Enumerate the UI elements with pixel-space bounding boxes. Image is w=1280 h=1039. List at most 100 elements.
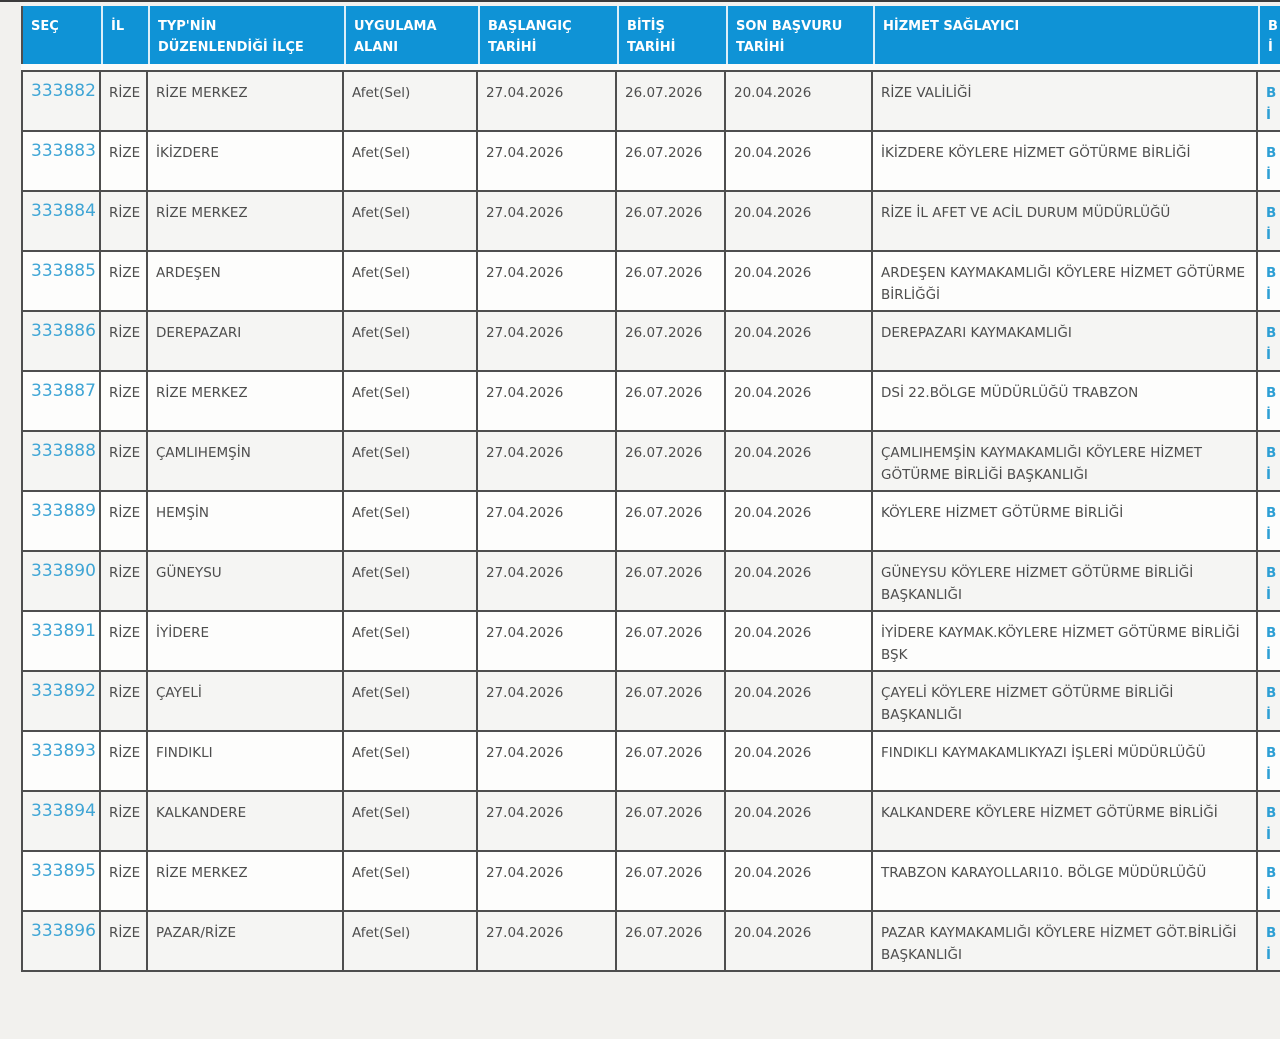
- program-id-link[interactable]: 333890: [31, 561, 96, 581]
- program-id-link[interactable]: 333893: [31, 741, 96, 761]
- islem-link-clipped[interactable]: B İ: [1266, 265, 1277, 303]
- islem-link-clipped[interactable]: B İ: [1266, 805, 1277, 843]
- cell-ilce: İKİZDERE: [148, 132, 344, 192]
- cell-ilce: ÇAMLIHEMŞİN: [148, 432, 344, 492]
- cell-islem-clipped: B İ: [1258, 312, 1280, 372]
- program-id-link[interactable]: 333892: [31, 681, 96, 701]
- table-row: 333885 RİZE ARDEŞEN Afet(Sel) 27.04.2026…: [21, 252, 1280, 312]
- cell-il: RİZE: [101, 552, 148, 612]
- cell-sec: 333883: [21, 132, 101, 192]
- table-row: 333887 RİZE RİZE MERKEZ Afet(Sel) 27.04.…: [21, 372, 1280, 432]
- cell-baslangic-tarihi: 27.04.2026: [478, 492, 617, 552]
- islem-link-clipped[interactable]: B İ: [1266, 445, 1277, 483]
- cell-baslangic-tarihi: 27.04.2026: [478, 312, 617, 372]
- cell-son-basvuru-tarihi: 20.04.2026: [726, 132, 873, 192]
- islem-link-clipped[interactable]: B İ: [1266, 685, 1277, 723]
- islem-link-clipped[interactable]: B İ: [1266, 505, 1277, 543]
- program-id-link[interactable]: 333888: [31, 441, 96, 461]
- cell-islem-clipped: B İ: [1258, 132, 1280, 192]
- islem-link-clipped[interactable]: B İ: [1266, 145, 1277, 183]
- islem-link-clipped[interactable]: B İ: [1266, 745, 1277, 783]
- cell-ilce: ARDEŞEN: [148, 252, 344, 312]
- cell-uygulama-alani: Afet(Sel): [344, 732, 478, 792]
- cell-il: RİZE: [101, 70, 148, 132]
- islem-link-clipped[interactable]: B İ: [1266, 385, 1277, 423]
- header-sec: SEÇ: [21, 6, 101, 64]
- cell-islem-clipped: B İ: [1258, 70, 1280, 132]
- cell-islem-clipped: B İ: [1258, 252, 1280, 312]
- islem-link-clipped[interactable]: B İ: [1266, 565, 1277, 603]
- cell-hizmet-saglayici: ARDEŞEN KAYMAKAMLIĞI KÖYLERE HİZMET GÖTÜ…: [873, 252, 1258, 312]
- program-id-link[interactable]: 333887: [31, 381, 96, 401]
- cell-islem-clipped: B İ: [1258, 492, 1280, 552]
- program-id-link[interactable]: 333889: [31, 501, 96, 521]
- table-row: 333884 RİZE RİZE MERKEZ Afet(Sel) 27.04.…: [21, 192, 1280, 252]
- program-id-link[interactable]: 333891: [31, 621, 96, 641]
- cell-ilce: RİZE MERKEZ: [148, 852, 344, 912]
- cell-son-basvuru-tarihi: 20.04.2026: [726, 192, 873, 252]
- cell-ilce: RİZE MERKEZ: [148, 372, 344, 432]
- table-row: 333883 RİZE İKİZDERE Afet(Sel) 27.04.202…: [21, 132, 1280, 192]
- cell-hizmet-saglayici: İKİZDERE KÖYLERE HİZMET GÖTÜRME BİRLİĞİ: [873, 132, 1258, 192]
- cell-baslangic-tarihi: 27.04.2026: [478, 852, 617, 912]
- cell-islem-clipped: B İ: [1258, 372, 1280, 432]
- program-id-link[interactable]: 333883: [31, 141, 96, 161]
- header-bitis-tarihi: BİTİŞ TARİHİ: [617, 6, 726, 64]
- cell-uygulama-alani: Afet(Sel): [344, 432, 478, 492]
- islem-link-clipped[interactable]: B İ: [1266, 85, 1277, 123]
- cell-islem-clipped: B İ: [1258, 192, 1280, 252]
- islem-link-clipped[interactable]: B İ: [1266, 205, 1277, 243]
- cell-bitis-tarihi: 26.07.2026: [617, 132, 726, 192]
- cell-uygulama-alani: Afet(Sel): [344, 492, 478, 552]
- header-il: İL: [101, 6, 148, 64]
- program-id-link[interactable]: 333896: [31, 921, 96, 941]
- cell-son-basvuru-tarihi: 20.04.2026: [726, 552, 873, 612]
- cell-islem-clipped: B İ: [1258, 432, 1280, 492]
- program-id-link[interactable]: 333894: [31, 801, 96, 821]
- islem-link-clipped[interactable]: B İ: [1266, 325, 1277, 363]
- cell-islem-clipped: B İ: [1258, 792, 1280, 852]
- cell-hizmet-saglayici: RİZE İL AFET VE ACİL DURUM MÜDÜRLÜĞÜ: [873, 192, 1258, 252]
- cell-il: RİZE: [101, 792, 148, 852]
- cell-il: RİZE: [101, 732, 148, 792]
- cell-son-basvuru-tarihi: 20.04.2026: [726, 70, 873, 132]
- islem-link-clipped[interactable]: B İ: [1266, 925, 1277, 963]
- cell-baslangic-tarihi: 27.04.2026: [478, 612, 617, 672]
- cell-son-basvuru-tarihi: 20.04.2026: [726, 912, 873, 972]
- header-son-basvuru-tarihi: SON BAŞVURU TARİHİ: [726, 6, 873, 64]
- cell-sec: 333889: [21, 492, 101, 552]
- cell-il: RİZE: [101, 492, 148, 552]
- cell-islem-clipped: B İ: [1258, 852, 1280, 912]
- table-row: 333889 RİZE HEMŞİN Afet(Sel) 27.04.2026 …: [21, 492, 1280, 552]
- table-row: 333890 RİZE GÜNEYSU Afet(Sel) 27.04.2026…: [21, 552, 1280, 612]
- cell-baslangic-tarihi: 27.04.2026: [478, 552, 617, 612]
- cell-sec: 333896: [21, 912, 101, 972]
- cell-hizmet-saglayici: DEREPAZARI KAYMAKAMLIĞI: [873, 312, 1258, 372]
- cell-sec: 333893: [21, 732, 101, 792]
- cell-uygulama-alani: Afet(Sel): [344, 70, 478, 132]
- islem-link-clipped[interactable]: B İ: [1266, 625, 1277, 663]
- cell-sec: 333890: [21, 552, 101, 612]
- cell-hizmet-saglayici: PAZAR KAYMAKAMLIĞI KÖYLERE HİZMET GÖT.Bİ…: [873, 912, 1258, 972]
- cell-ilce: GÜNEYSU: [148, 552, 344, 612]
- islem-link-clipped[interactable]: B İ: [1266, 865, 1277, 903]
- cell-uygulama-alani: Afet(Sel): [344, 792, 478, 852]
- cell-bitis-tarihi: 26.07.2026: [617, 672, 726, 732]
- cell-baslangic-tarihi: 27.04.2026: [478, 792, 617, 852]
- cell-son-basvuru-tarihi: 20.04.2026: [726, 852, 873, 912]
- cell-baslangic-tarihi: 27.04.2026: [478, 70, 617, 132]
- cell-uygulama-alani: Afet(Sel): [344, 672, 478, 732]
- program-id-link[interactable]: 333882: [31, 81, 96, 101]
- cell-son-basvuru-tarihi: 20.04.2026: [726, 732, 873, 792]
- header-ilce: TYP'NİN DÜZENLENDİĞİ İLÇE: [148, 6, 344, 64]
- program-id-link[interactable]: 333885: [31, 261, 96, 281]
- program-id-link[interactable]: 333884: [31, 201, 96, 221]
- program-id-link[interactable]: 333895: [31, 861, 96, 881]
- cell-son-basvuru-tarihi: 20.04.2026: [726, 612, 873, 672]
- program-id-link[interactable]: 333886: [31, 321, 96, 341]
- cell-ilce: HEMŞİN: [148, 492, 344, 552]
- table-row: 333896 RİZE PAZAR/RİZE Afet(Sel) 27.04.2…: [21, 912, 1280, 972]
- cell-bitis-tarihi: 26.07.2026: [617, 70, 726, 132]
- cell-bitis-tarihi: 26.07.2026: [617, 252, 726, 312]
